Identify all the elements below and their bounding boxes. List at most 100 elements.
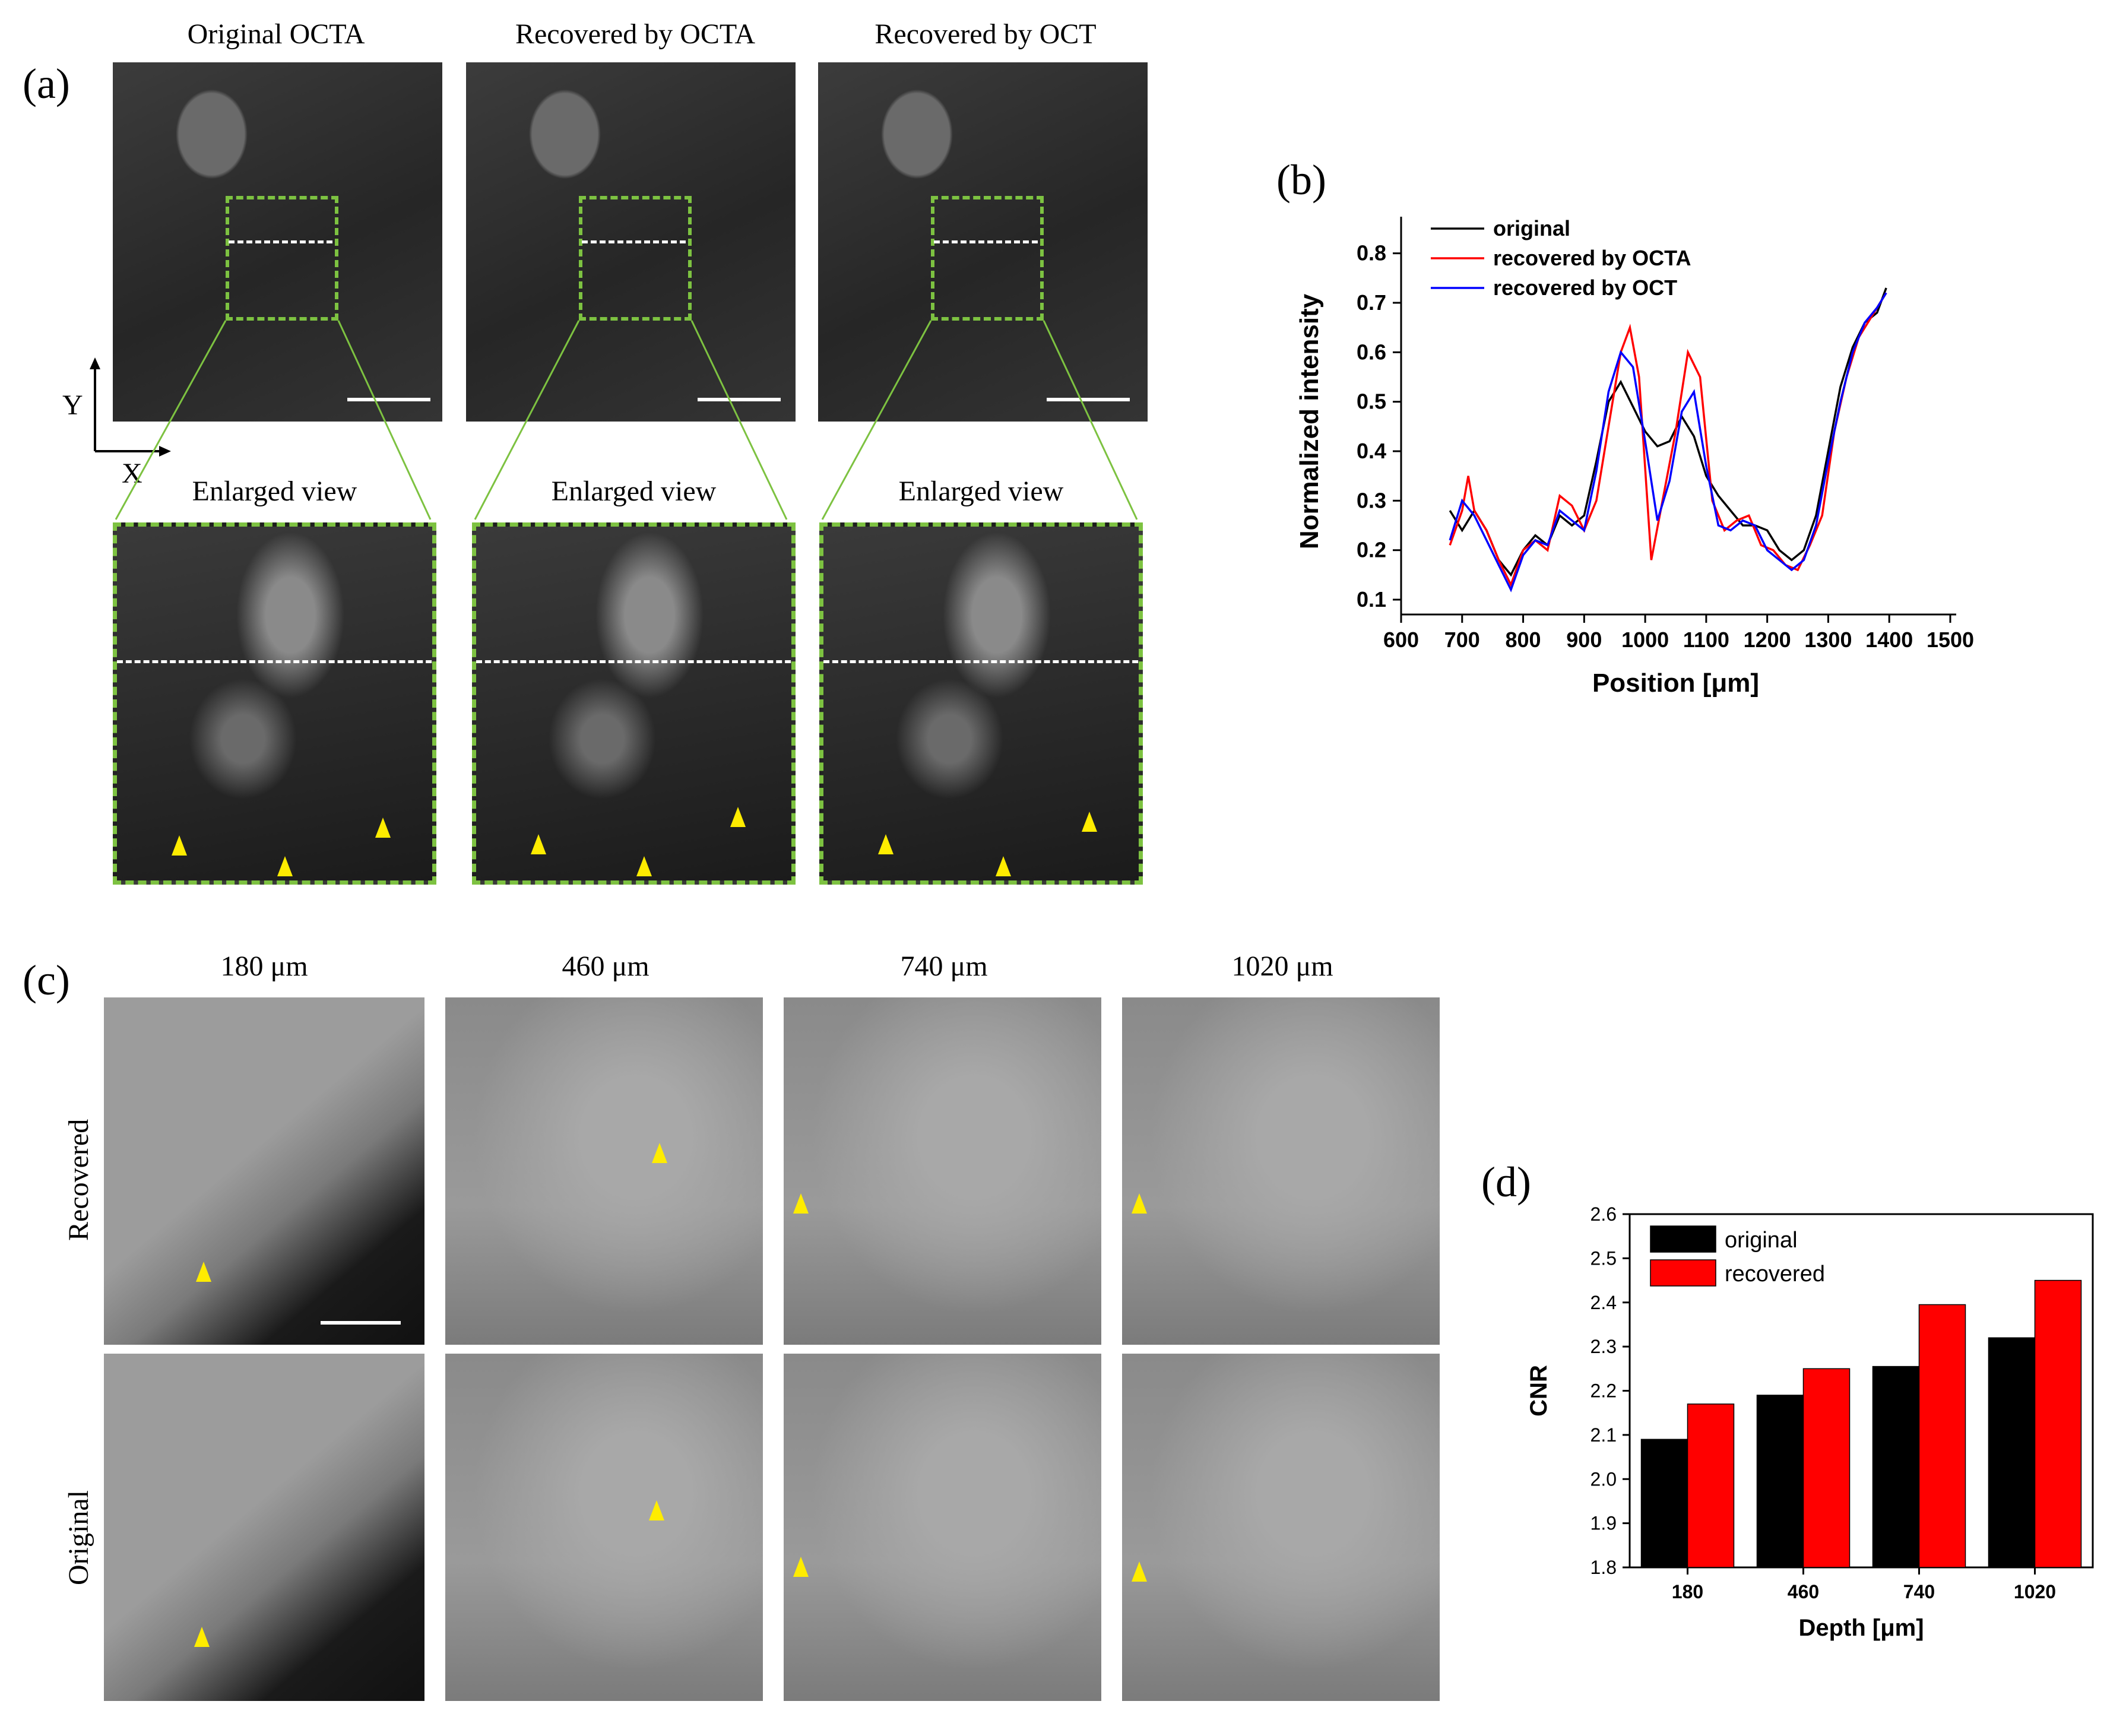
y-tick-label: 0.4 bbox=[1357, 439, 1386, 463]
panel-b-letter: (b) bbox=[1276, 156, 1326, 204]
y-tick-label: 2.2 bbox=[1590, 1380, 1617, 1402]
y-tick-label: 1.9 bbox=[1590, 1513, 1617, 1534]
arrowhead-marker bbox=[636, 856, 652, 876]
bar-original-460 bbox=[1756, 1395, 1804, 1568]
y-tick-label: 0.1 bbox=[1357, 587, 1386, 612]
arrowhead-marker bbox=[652, 1143, 667, 1163]
profile-line bbox=[582, 240, 686, 243]
scale-bar bbox=[1047, 398, 1130, 401]
zoom-connectors bbox=[115, 320, 1138, 520]
y-tick-label: 0.6 bbox=[1357, 340, 1386, 364]
enlarged-view-recovered-oct bbox=[819, 522, 1143, 885]
arrowhead-marker bbox=[793, 1193, 809, 1214]
x-tick-label: 900 bbox=[1566, 628, 1602, 652]
y-tick-label: 2.1 bbox=[1590, 1424, 1617, 1446]
x-tick-label: 1200 bbox=[1744, 628, 1791, 652]
axis-y-label: Y bbox=[62, 389, 83, 421]
depth-title-740: 740 μm bbox=[900, 951, 988, 982]
roi-box bbox=[931, 196, 1044, 321]
arrowhead-marker bbox=[1132, 1561, 1147, 1582]
profile-line bbox=[476, 660, 791, 663]
depth-title-180: 180 μm bbox=[220, 951, 308, 982]
profile-line bbox=[934, 240, 1038, 243]
arrowhead-marker bbox=[1132, 1193, 1147, 1214]
panel-d-letter: (d) bbox=[1481, 1158, 1531, 1206]
legend-label: original bbox=[1493, 216, 1570, 240]
legend-swatch bbox=[1650, 1259, 1716, 1287]
y-tick-label: 0.2 bbox=[1357, 538, 1386, 562]
en-face-recovered-180 bbox=[104, 997, 424, 1345]
y-tick-label: 2.0 bbox=[1590, 1468, 1617, 1490]
y-tick-label: 0.5 bbox=[1357, 389, 1386, 414]
enlarged-title-1: Enlarged view bbox=[192, 476, 357, 507]
arrowhead-marker bbox=[375, 818, 391, 838]
en-face-recovered-460 bbox=[445, 997, 763, 1345]
series-line-recovered-by-OCTA bbox=[1449, 292, 1887, 588]
arrowhead-marker bbox=[649, 1500, 664, 1520]
arrowhead-marker bbox=[277, 856, 293, 876]
scale-bar bbox=[698, 398, 781, 401]
arrowhead-marker bbox=[196, 1262, 211, 1282]
series-line-recovered-by-OCT bbox=[1449, 292, 1887, 593]
arrowhead-marker bbox=[793, 1557, 809, 1577]
x-tick-label: 1500 bbox=[1927, 628, 1974, 652]
bar-recovered-740 bbox=[1918, 1304, 1966, 1568]
profile-line bbox=[117, 660, 432, 663]
x-tick-label: 1000 bbox=[1621, 628, 1669, 652]
x-tick-label: 1400 bbox=[1865, 628, 1913, 652]
legend-label: original bbox=[1725, 1228, 1798, 1253]
depth-title-460: 460 μm bbox=[562, 951, 649, 982]
enlarged-title-3: Enlarged view bbox=[898, 476, 1064, 507]
x-tick-label: 1020 bbox=[2014, 1581, 2056, 1602]
arrowhead-marker bbox=[194, 1627, 210, 1647]
octa-image-recovered-octa bbox=[466, 62, 796, 422]
col-title-recovered-oct: Recovered by OCT bbox=[875, 18, 1097, 50]
en-face-recovered-1020 bbox=[1122, 997, 1440, 1345]
axis-x-label: X bbox=[122, 458, 142, 489]
en-face-original-460 bbox=[445, 1354, 763, 1701]
legend-label: recovered bbox=[1725, 1262, 1825, 1287]
y-tick-label: 0.7 bbox=[1357, 290, 1386, 315]
y-tick-label: 2.3 bbox=[1590, 1336, 1617, 1357]
x-tick-label: 740 bbox=[1903, 1581, 1935, 1602]
x-tick-label: 460 bbox=[1788, 1581, 1819, 1602]
scale-bar bbox=[347, 398, 430, 401]
bar-recovered-180 bbox=[1687, 1404, 1735, 1568]
legend-label: recovered by OCT bbox=[1493, 275, 1677, 300]
en-face-recovered-740 bbox=[784, 997, 1101, 1345]
y-tick-label: 0.3 bbox=[1357, 488, 1386, 512]
panel-c-letter: (c) bbox=[23, 956, 70, 1004]
arrowhead-marker bbox=[730, 807, 746, 827]
arrowhead-marker bbox=[996, 856, 1011, 876]
en-face-original-180 bbox=[104, 1354, 424, 1701]
x-tick-label: 1300 bbox=[1804, 628, 1852, 652]
x-tick-label: 800 bbox=[1506, 628, 1541, 652]
arrowhead-marker bbox=[1082, 812, 1097, 832]
x-tick-label: 1100 bbox=[1683, 628, 1729, 652]
bar-recovered-460 bbox=[1802, 1368, 1851, 1568]
cnr-bar-chart: 1.8 1.9 2.0 2.1 2.2 2.3 2.4 2.5 2.6 180 460 740 1020… bbox=[1526, 1203, 2094, 1641]
profile-line bbox=[823, 660, 1139, 663]
bar-recovered-1020 bbox=[2034, 1279, 2082, 1568]
col-title-original-octa: Original OCTA bbox=[187, 18, 365, 50]
en-face-original-740 bbox=[784, 1354, 1101, 1701]
legend-swatch bbox=[1650, 1225, 1716, 1253]
panel-a-letter: (a) bbox=[23, 60, 70, 107]
enlarged-view-recovered-octa bbox=[472, 522, 796, 885]
octa-image-recovered-oct bbox=[818, 62, 1148, 422]
col-title-recovered-octa: Recovered by OCTA bbox=[515, 18, 756, 50]
row-label-original: Original bbox=[63, 1490, 94, 1585]
row-label-recovered: Recovered bbox=[63, 1119, 94, 1241]
bar-original-180 bbox=[1640, 1439, 1688, 1568]
profile-line bbox=[229, 240, 332, 243]
y-tick-label: 2.6 bbox=[1590, 1203, 1617, 1225]
enlarged-title-2: Enlarged view bbox=[551, 476, 717, 507]
roi-box bbox=[226, 196, 338, 321]
roi-box bbox=[579, 196, 692, 321]
enlarged-view-original bbox=[113, 522, 436, 885]
scale-bar bbox=[321, 1321, 401, 1325]
octa-image-original bbox=[113, 62, 442, 422]
legend-label: recovered by OCTA bbox=[1493, 246, 1691, 270]
y-tick-label: 2.4 bbox=[1590, 1292, 1617, 1313]
x-axis-label: Depth [μm] bbox=[1798, 1615, 1924, 1641]
